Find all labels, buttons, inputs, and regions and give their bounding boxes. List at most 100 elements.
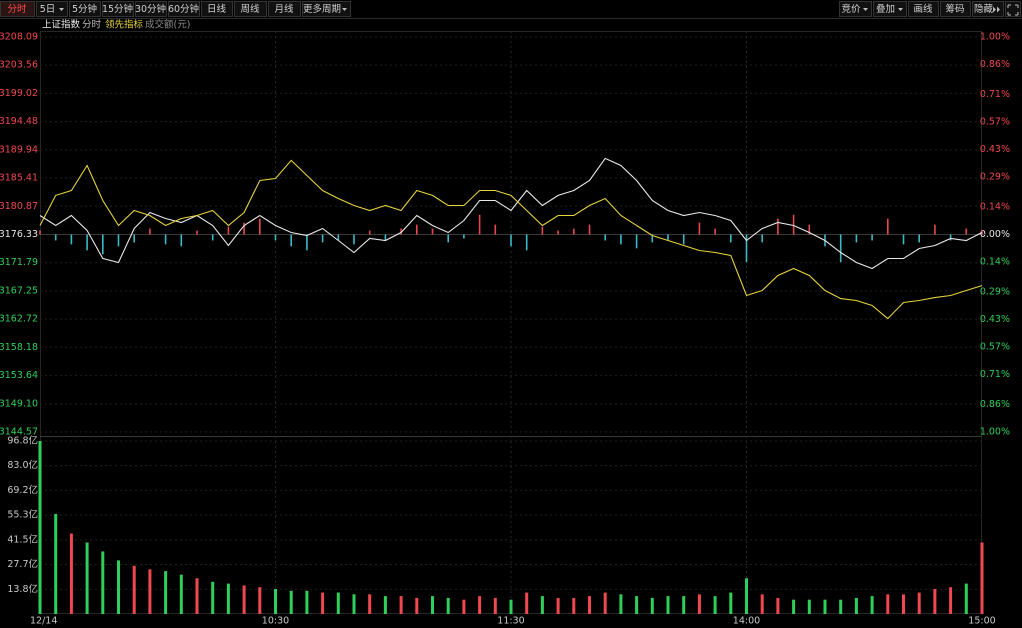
volume-bar [635,596,639,614]
strength-bar [290,234,292,247]
strength-bar [368,230,371,235]
strength-bar [102,234,104,255]
volume-bar [760,594,764,614]
strength-bar [274,234,277,241]
y2-tick-label: 0.71% [980,89,1010,100]
strength-bar [808,224,811,235]
toolbar-button[interactable] [135,1,167,17]
volume-bar [839,599,843,614]
strength-bar [306,234,308,251]
volume-bar [415,597,419,614]
volume-bar [525,592,529,614]
volume-bar [540,596,544,614]
toolbar-label: 周线 [240,3,260,15]
y-tick-label: 3189.94 [0,144,38,155]
strength-bar [949,234,952,241]
strength-bar [431,228,434,235]
strength-bar [604,234,606,241]
toolbar-button[interactable] [102,1,134,17]
strength-bar [588,224,591,235]
toolbar-button[interactable] [940,1,971,17]
strength-bar [86,234,88,251]
y2-tick-label: 0.29% [980,172,1010,183]
toolbar-label: 叠加 [876,4,895,15]
toolbar-button[interactable] [302,1,351,17]
toolbar-button[interactable] [201,1,233,17]
y-tick-label: 3180.87 [0,201,38,212]
y2-tick-label: 0.86% [980,59,1010,70]
strength-bar [902,234,905,245]
volume-bar [399,596,403,614]
toolbar-button[interactable] [908,1,939,17]
volume-tick-label: 83.0亿 [7,459,38,471]
strength-bar [478,214,481,235]
strength-bar [416,224,418,235]
toolbar-label: 竞价 [841,3,861,15]
volume-bar [38,441,42,614]
toolbar-button[interactable] [839,1,872,17]
legend-entry: 领先指标 [105,19,144,31]
fullscreen-icon [1007,4,1019,16]
volume-bar [321,592,325,614]
toolbar-label: 更多周期 [303,3,341,15]
volume-bar [54,513,58,614]
expand-arrow [993,6,1000,13]
strength-bar [463,234,465,239]
volume-tick-label: 55.3亿 [7,509,38,521]
strength-bar [70,234,73,245]
toolbar-button[interactable] [0,1,35,17]
volume-tick-label: 41.5亿 [7,533,38,545]
toolbar-button[interactable] [69,1,101,17]
strength-bar [855,234,858,243]
volume-bar [69,533,73,614]
strength-bar [494,224,497,235]
volume-bar [85,542,89,614]
strength-bar [337,234,340,241]
strength-bar [620,234,622,245]
strength-bar [730,234,732,243]
volume-bar [650,597,654,614]
volume-bar [462,599,466,614]
y2-tick-label: 0.14% [980,257,1010,268]
strength-bar [871,234,873,241]
y2-tick-label: 0.86% [980,399,1010,410]
strength-bar [761,234,763,243]
toolbar-button[interactable] [168,1,200,17]
strength-bar [777,218,779,235]
volume-bar [509,599,513,614]
dropdown-arrow [898,8,903,11]
volume-bar [697,594,701,614]
volume-bar [588,596,591,614]
toolbar-button[interactable] [268,1,301,17]
volume-bar [211,581,215,614]
toolbar-button[interactable] [873,1,907,17]
volume-bar [980,542,984,614]
strength-bar [651,234,654,243]
x-tick-label: 11:30 [497,616,524,627]
y2-tick-label: 0.57% [980,116,1010,127]
toolbar-button[interactable] [36,1,68,17]
volume-bar [431,596,434,614]
strength-bar [934,224,936,235]
volume-bar [478,596,482,614]
volume-bar [258,587,262,614]
toolbar-button[interactable] [972,1,1004,17]
strength-bar [39,230,41,235]
dropdown-arrow [342,8,347,11]
volume-bar [792,599,796,614]
legend-entry: 成交额(元) [145,19,190,31]
x-tick-label: 14:00 [733,616,760,627]
strength-bar [180,234,183,247]
volume-bar [854,597,858,614]
strength-bar [353,234,355,245]
strength-bar [839,234,842,263]
dropdown-arrow [59,8,64,11]
toolbar-button[interactable] [234,1,267,17]
y-tick-label: 3167.25 [0,285,38,296]
strength-bar [211,234,214,241]
volume-bar [933,588,937,614]
y2-tick-label: 0.71% [980,369,1010,380]
volume-bar [226,583,230,614]
y-tick-label: 3149.10 [0,398,38,409]
